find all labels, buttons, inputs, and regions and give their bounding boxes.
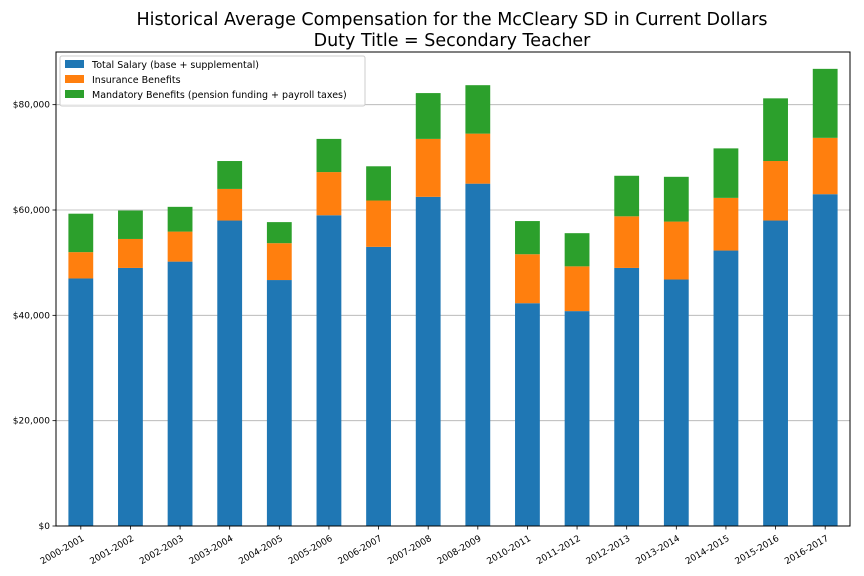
bar-segment-series-1 xyxy=(167,231,193,262)
bar-segment-series-0 xyxy=(812,194,838,526)
bar-segment-series-1 xyxy=(465,133,491,184)
bar-segment-series-1 xyxy=(663,221,689,280)
bar-segment-series-2 xyxy=(316,138,342,173)
bar-segment-series-0 xyxy=(118,267,143,526)
bar-segment-series-2 xyxy=(266,222,292,244)
bar-segment-series-2 xyxy=(663,176,689,222)
bar-segment-series-2 xyxy=(415,93,441,139)
x-tick-label: 2006-2007 xyxy=(337,534,384,567)
bar-segment-series-2 xyxy=(564,233,590,267)
bar-segment-series-2 xyxy=(763,98,788,162)
bar-segment-series-1 xyxy=(118,238,143,268)
plot-frame xyxy=(55,51,851,527)
bar-segment-series-2 xyxy=(515,221,540,255)
x-tick-label: 2004-2005 xyxy=(237,534,284,567)
x-tick-label: 2010-2011 xyxy=(485,534,532,567)
x-axis: 2000-2001 2001-2002 2002-2003 2003-2004 2004… xyxy=(39,526,831,567)
bar-segment-series-0 xyxy=(415,196,441,527)
chart-title: Historical Average Compensation for the … xyxy=(136,10,767,30)
bar-segment-series-0 xyxy=(465,183,491,526)
x-tick-label: 2015-2016 xyxy=(734,534,782,567)
legend-swatch xyxy=(65,75,84,83)
bar-segment-series-1 xyxy=(713,197,739,251)
x-tick-label: 2002-2003 xyxy=(138,534,185,567)
y-tick-label: $60,000 xyxy=(13,206,50,216)
x-tick-label: 2013-2014 xyxy=(634,534,682,567)
bar-segment-series-0 xyxy=(515,303,540,526)
bar-segment-series-1 xyxy=(812,137,838,195)
x-tick-label: 2005-2006 xyxy=(287,534,335,567)
y-tick-label: $80,000 xyxy=(13,101,50,111)
bar-segment-series-2 xyxy=(167,206,193,232)
bar-segment-series-1 xyxy=(217,188,243,221)
bar-segment-series-1 xyxy=(515,254,540,304)
bar-segment-series-1 xyxy=(415,138,441,197)
legend-swatch xyxy=(65,90,84,98)
legend-box xyxy=(59,55,366,107)
bar-segment-series-0 xyxy=(663,279,689,526)
bar-segment-series-2 xyxy=(366,166,391,201)
bar-segment-series-2 xyxy=(812,68,838,138)
bar-segment-series-2 xyxy=(465,85,491,134)
chart-subtitle: Duty Title = Secondary Teacher xyxy=(314,31,592,51)
x-tick-label: 2001-2002 xyxy=(88,534,135,567)
bar-segment-series-2 xyxy=(68,213,94,253)
bar-segment-series-1 xyxy=(68,252,94,279)
x-tick-label: 2000-2001 xyxy=(39,534,86,567)
bar-segment-series-0 xyxy=(266,280,292,526)
bar-segment-series-2 xyxy=(118,210,143,239)
x-tick-label: 2014-2015 xyxy=(684,534,731,567)
x-tick-label: 2012-2013 xyxy=(585,534,632,567)
bar-segment-series-0 xyxy=(316,215,342,526)
bar-segment-series-0 xyxy=(614,267,640,526)
bar-segment-series-1 xyxy=(564,266,590,312)
x-tick-label: 2016-2017 xyxy=(783,534,830,567)
bar-segment-series-2 xyxy=(713,148,739,198)
legend-label: Mandatory Benefits (pension funding + pa… xyxy=(92,90,347,101)
y-tick-label: $40,000 xyxy=(13,311,50,321)
bar-segment-series-0 xyxy=(167,261,193,526)
x-tick-label: 2008-2009 xyxy=(436,534,484,567)
x-tick-label: 2007-2008 xyxy=(386,534,434,567)
bar-segment-series-1 xyxy=(763,161,788,221)
bar-segment-series-1 xyxy=(366,200,391,247)
bar-segment-series-0 xyxy=(217,220,243,527)
bar-segment-series-2 xyxy=(614,175,640,217)
bars xyxy=(68,68,838,527)
bar-segment-series-0 xyxy=(68,278,94,526)
bar-segment-series-0 xyxy=(713,250,739,526)
legend: Total Salary (base + supplemental) Insura… xyxy=(59,55,366,107)
bar-segment-series-0 xyxy=(763,220,788,527)
bar-segment-series-2 xyxy=(217,161,243,189)
bar-segment-series-1 xyxy=(266,243,292,281)
bar-segment-series-0 xyxy=(366,246,391,526)
bar-segment-series-0 xyxy=(564,311,590,526)
x-tick-label: 2011-2012 xyxy=(535,534,582,567)
y-tick-label: $0 xyxy=(39,522,51,532)
x-tick-label: 2003-2004 xyxy=(188,534,236,567)
bar-segment-series-1 xyxy=(316,172,342,216)
y-axis: $0 $20,000 $40,000 $60,000 $80,000 xyxy=(13,101,56,532)
legend-label: Total Salary (base + supplemental) xyxy=(91,60,259,71)
y-tick-label: $20,000 xyxy=(13,417,50,427)
bar-segment-series-1 xyxy=(614,216,640,268)
legend-label: Insurance Benefits xyxy=(92,75,181,86)
legend-swatch xyxy=(65,60,84,68)
